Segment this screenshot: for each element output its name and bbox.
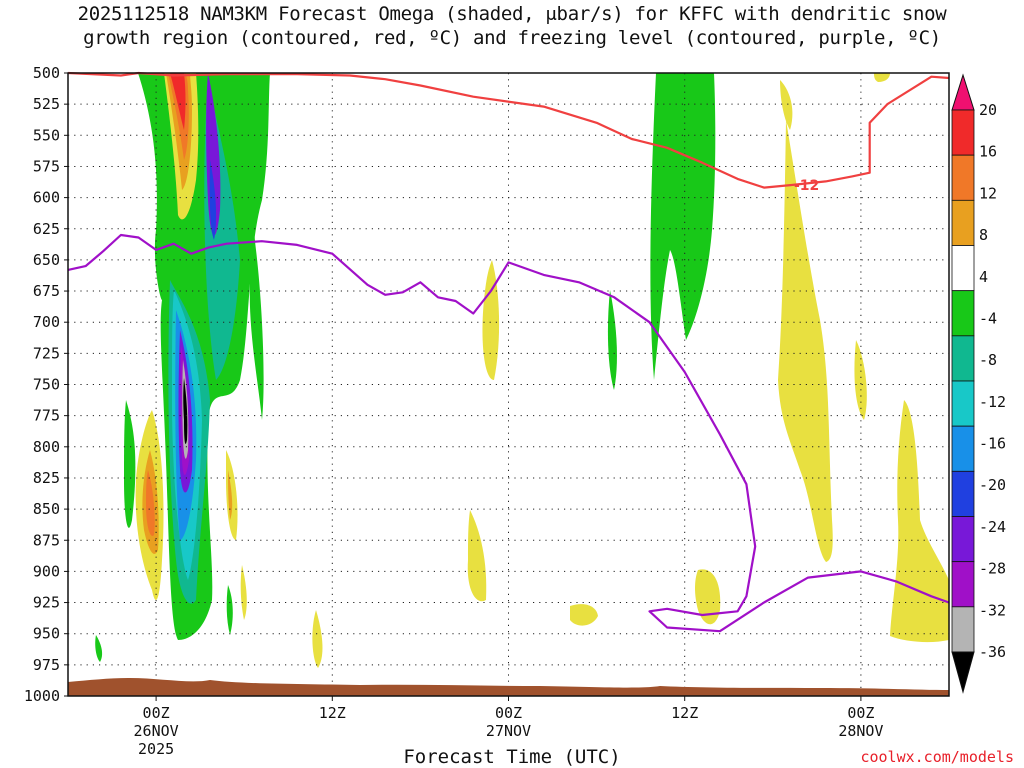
omega-gold-streak-lower-a (228, 470, 233, 520)
y-tick-label: 900 (33, 562, 60, 580)
colorbar-label: -12 (979, 393, 1006, 411)
y-tick-label: 1000 (24, 687, 60, 705)
omega-yellow-band-28nov-a (778, 120, 833, 562)
colorbar-label: 4 (979, 268, 988, 286)
omega-yellow-band-28nov-b (780, 80, 793, 130)
omega-green-streak-lower (124, 400, 136, 528)
omega-green-streak-lower-b (226, 585, 233, 635)
contour-lines: -12 (67, 71, 950, 633)
colorbar-segment (951, 380, 975, 427)
omega-yellow-patch-925 (570, 604, 598, 626)
colorbar: 20 16 12 8 4 -4 -8 -12 -16 -20 -24 -28 -32 -36 (951, 73, 1006, 694)
y-axis: 500 525 550 575 600 625 650 675 700 725 750 775 800 8… (24, 64, 68, 705)
colorbar-segment (951, 245, 975, 292)
omega-yellow-band-28nov-c (854, 340, 867, 420)
contour-label: -12 (794, 178, 819, 194)
x-tick-date: 26NOV (134, 722, 179, 740)
omega-green-band-right (244, 73, 264, 420)
omega-yellow-patch-27nov-lower (467, 510, 487, 602)
x-tick-label: 00Z (143, 704, 170, 722)
colorbar-segment (951, 290, 975, 337)
y-tick-label: 800 (33, 438, 60, 456)
colorbar-top-arrow (951, 73, 975, 111)
x-tick-label: 12Z (319, 704, 346, 722)
colorbar-label: -20 (979, 476, 1006, 494)
colorbar-segment (951, 561, 975, 608)
omega-upper-ascent-purple (206, 73, 221, 236)
y-tick-label: 625 (33, 220, 60, 238)
x-tick-date: 27NOV (486, 722, 531, 740)
y-tick-label: 750 (33, 376, 60, 394)
y-tick-label: 575 (33, 157, 60, 175)
y-tick-label: 825 (33, 469, 60, 487)
colorbar-segment (951, 109, 975, 156)
credit-link[interactable]: coolwx.com/models (860, 748, 1014, 766)
colorbar-label: -28 (979, 560, 1006, 578)
pressure-gridlines (68, 73, 949, 696)
omega-green-small-blob (95, 635, 103, 662)
x-tick-label: 00Z (847, 704, 874, 722)
omega-yellow-patch-875 (695, 569, 721, 625)
colorbar-label: 8 (979, 226, 988, 244)
colorbar-segment (951, 425, 975, 472)
x-tick-date: 28NOV (838, 722, 883, 740)
omega-upper-ascent-blue (209, 160, 217, 240)
omega-yellow-streak-lower-a (226, 450, 238, 540)
y-tick-label: 600 (33, 189, 60, 207)
colorbar-label: -24 (979, 518, 1006, 536)
colorbar-segment (951, 516, 975, 563)
colorbar-bottom-arrow (951, 651, 975, 694)
y-tick-label: 850 (33, 500, 60, 518)
omega-green-band-left (138, 73, 270, 640)
chart-title-line-1: 2025112518 NAM3KM Forecast Omega (shaded… (77, 3, 947, 25)
colorbar-label: 16 (979, 143, 997, 161)
omega-yellow-band-28nov-lower (890, 400, 949, 643)
colorbar-segment (951, 154, 975, 201)
y-tick-label: 725 (33, 344, 60, 362)
omega-yellow-patch-27nov-upper (482, 260, 500, 380)
omega-yellow-patch-500-right (874, 73, 890, 82)
omega-black-core (183, 378, 188, 444)
y-tick-label: 550 (33, 126, 60, 144)
colorbar-segment (951, 606, 975, 653)
x-tick-label: 12Z (671, 704, 698, 722)
colorbar-label: 20 (979, 101, 997, 119)
y-tick-label: 675 (33, 282, 60, 300)
x-tick-label: 00Z (495, 704, 522, 722)
omega-yellow-patch-12z (312, 610, 323, 668)
omega-shading (95, 73, 949, 668)
x-axis-label: Forecast Time (UTC) (403, 746, 621, 768)
colorbar-segment (951, 335, 975, 382)
omega-green-streak-27nov (607, 290, 617, 390)
dendritic-growth-contour (67, 71, 950, 189)
colorbar-label: -4 (979, 309, 997, 327)
y-tick-label: 500 (33, 64, 60, 82)
chart-title: 2025112518 NAM3KM Forecast Omega (shaded… (0, 2, 1024, 50)
colorbar-label: 12 (979, 184, 997, 202)
omega-orange-lower-descent (146, 470, 155, 536)
y-tick-label: 525 (33, 95, 60, 113)
terrain-fill (68, 678, 949, 696)
colorbar-label: -32 (979, 601, 1006, 619)
colorbar-segment (951, 199, 975, 246)
y-tick-label: 950 (33, 625, 60, 643)
y-tick-label: 650 (33, 251, 60, 269)
omega-green-band-27nov-12z (650, 73, 716, 380)
y-tick-label: 975 (33, 656, 60, 674)
y-tick-label: 875 (33, 531, 60, 549)
omega-red-upper-descent (170, 73, 186, 130)
omega-yellow-streak-lower-b (240, 565, 247, 620)
colorbar-label: -36 (979, 643, 1006, 661)
freezing-level-contour (67, 233, 950, 633)
y-tick-label: 775 (33, 407, 60, 425)
y-tick-label: 700 (33, 313, 60, 331)
colorbar-label: -16 (979, 435, 1006, 453)
chart-title-line-2: growth region (contoured, red, ºC) and f… (83, 27, 941, 49)
colorbar-label: -8 (979, 351, 997, 369)
x-tick-year: 2025 (138, 740, 174, 758)
y-tick-label: 925 (33, 594, 60, 612)
colorbar-segment (951, 470, 975, 517)
